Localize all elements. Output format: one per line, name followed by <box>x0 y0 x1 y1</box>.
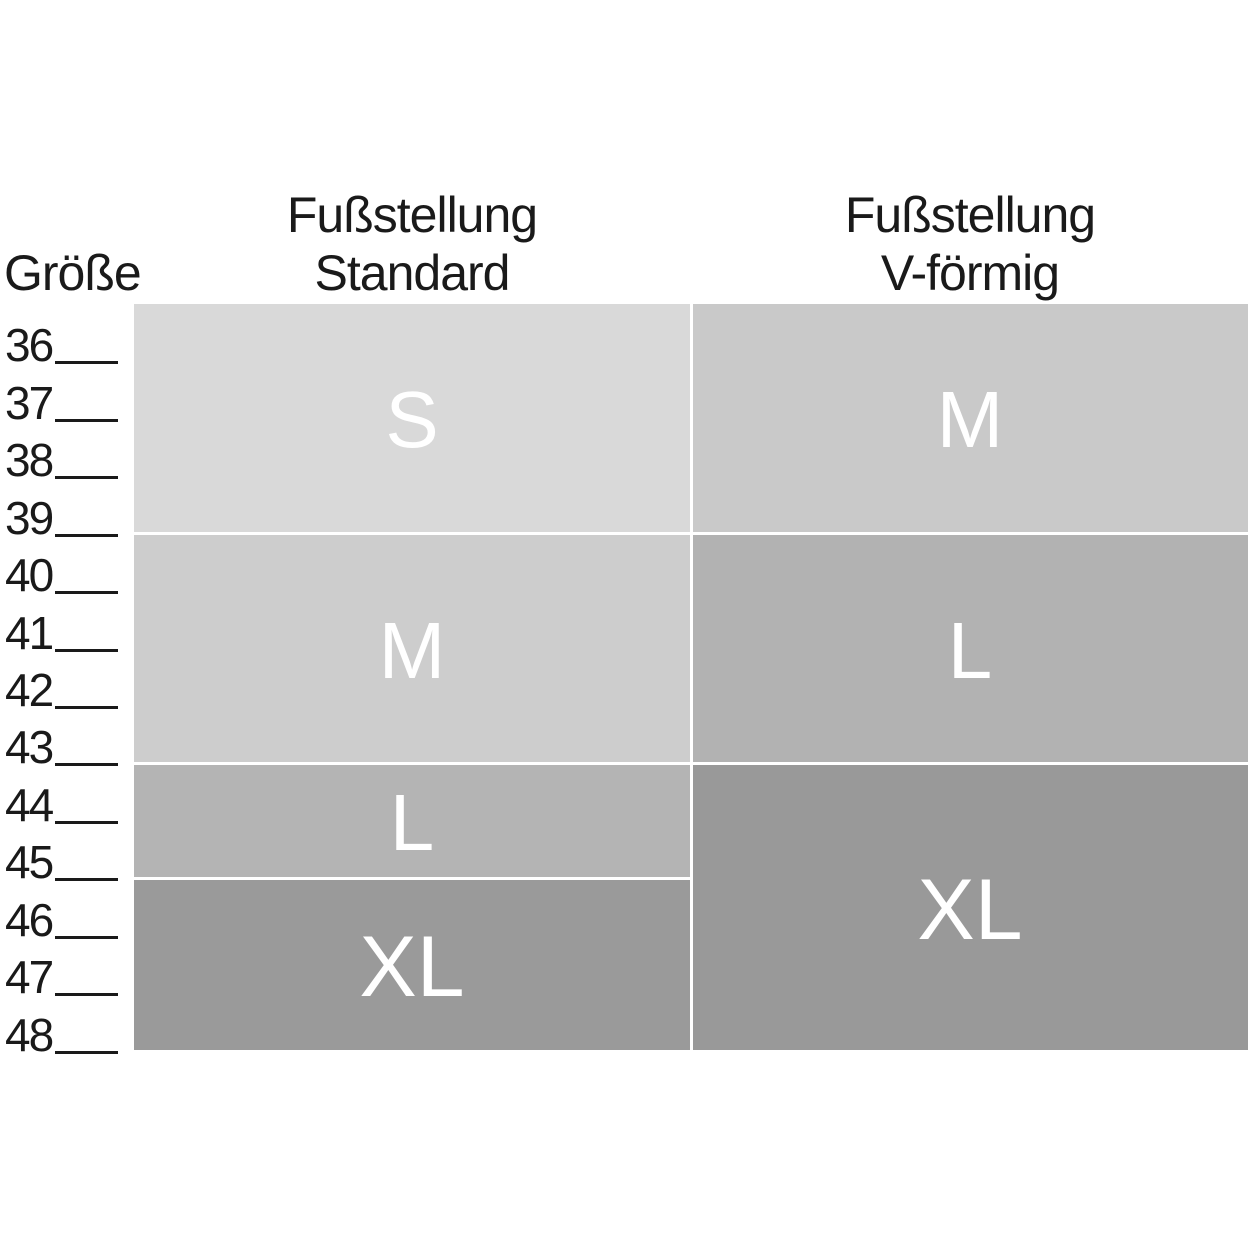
cell-size-label: M <box>378 605 446 695</box>
size-tick-39 <box>55 533 118 537</box>
size-tick-38 <box>55 476 118 480</box>
column-header-v-foermig: Fußstellung V-förmig <box>692 186 1248 302</box>
size-number-43: 43 <box>5 721 54 774</box>
column-header-standard: Fußstellung Standard <box>134 186 690 302</box>
grid-cell-standard-xl: XL <box>134 879 690 1051</box>
size-number-45: 45 <box>5 836 54 889</box>
size-number-42: 42 <box>5 663 54 716</box>
cell-size-label: L <box>947 605 993 695</box>
size-number-41: 41 <box>5 606 54 659</box>
size-number-38: 38 <box>5 434 54 487</box>
size-tick-40 <box>55 591 118 595</box>
column-header-standard-line1: Fußstellung <box>286 187 538 243</box>
size-tick-37 <box>55 418 118 422</box>
size-tick-46 <box>55 935 118 939</box>
column-header-v-foermig-line2: V-förmig <box>880 245 1060 301</box>
grid-cell-standard-s: S <box>134 304 690 533</box>
size-tick-42 <box>55 705 118 709</box>
cell-size-label: S <box>385 375 439 465</box>
cell-size-label: L <box>389 777 435 867</box>
grid-cell-v-foermig-l: L <box>692 534 1248 763</box>
column-header-v-foermig-line1: Fußstellung <box>844 187 1096 243</box>
size-number-37: 37 <box>5 376 54 429</box>
cell-size-label: XL <box>917 861 1023 958</box>
grid-cell-v-foermig-m: M <box>692 304 1248 533</box>
size-number-44: 44 <box>5 778 54 831</box>
size-tick-43 <box>55 763 118 767</box>
size-number-46: 46 <box>5 893 54 946</box>
size-number-36: 36 <box>5 319 54 372</box>
size-tick-48 <box>55 1050 118 1054</box>
size-tick-44 <box>55 820 118 824</box>
grid-cell-v-foermig-xl: XL <box>692 764 1248 1051</box>
cell-size-label: M <box>936 375 1004 465</box>
size-axis-title: Größe <box>4 245 142 301</box>
cell-size-label: XL <box>359 919 465 1015</box>
grid-cell-standard-m: M <box>134 534 690 763</box>
size-tick-36 <box>55 361 118 365</box>
size-tick-41 <box>55 648 118 652</box>
size-number-48: 48 <box>5 1008 54 1061</box>
size-tick-45 <box>55 878 118 882</box>
grid-cell-standard-l: L <box>134 764 690 877</box>
column-header-standard-line2: Standard <box>314 245 511 301</box>
size-tick-47 <box>55 993 118 997</box>
size-number-39: 39 <box>5 491 54 544</box>
size-number-40: 40 <box>5 549 54 602</box>
size-number-47: 47 <box>5 951 54 1004</box>
